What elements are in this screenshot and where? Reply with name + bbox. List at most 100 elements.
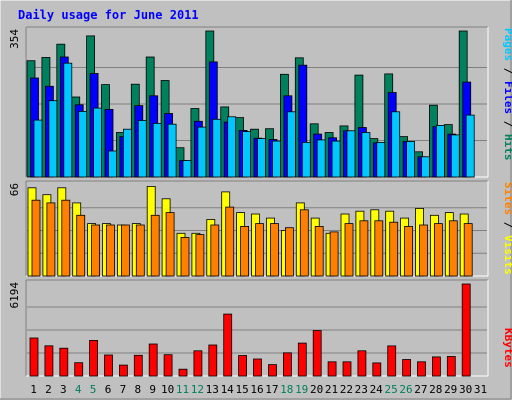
day-label-10: 10 [161, 383, 174, 396]
day-label-31: 31 [474, 383, 487, 396]
bar-sites-day-13 [210, 224, 220, 277]
bar-kbytes-day-16 [253, 358, 262, 377]
legend-panel2: Sites / Visits [502, 182, 512, 275]
legend-visits: Visits [502, 235, 512, 275]
day-label-1: 1 [30, 383, 37, 396]
bar-kbytes-day-2 [44, 345, 54, 377]
bar-pages-day-29 [450, 134, 460, 178]
bar-pages-day-8 [137, 120, 147, 178]
bar-pages-day-9 [152, 123, 162, 178]
panel-kbytes: 6194 [8, 279, 489, 377]
bar-sites-day-6 [106, 224, 115, 277]
bar-sites-day-25 [389, 221, 399, 277]
panel-max-label: 66 [8, 183, 21, 196]
legend-files: Files [502, 81, 512, 114]
right-legend-panel1: Pages / Files / Hits [502, 28, 512, 161]
day-label-26: 26 [399, 383, 412, 396]
legend-kbytes: KBytes [502, 328, 512, 368]
day-label-14: 14 [221, 383, 235, 396]
bar-sites-day-15 [240, 225, 250, 277]
bar-pages-day-6 [108, 150, 117, 178]
bar-kbytes-day-1 [29, 337, 39, 377]
day-label-9: 9 [149, 383, 156, 396]
bar-sites-day-17 [270, 223, 279, 277]
bar-pages-day-19 [301, 141, 311, 178]
day-label-23: 23 [355, 383, 368, 396]
bar-pages-day-1 [33, 119, 43, 178]
bar-pages-day-22 [346, 130, 356, 178]
bar-sites-day-29 [448, 220, 458, 277]
bar-kbytes-day-22 [342, 361, 352, 377]
bar-kbytes-day-18 [282, 352, 292, 377]
panel-hits-files-pages: 354 [8, 26, 489, 178]
bar-pages-day-16 [257, 138, 266, 178]
bar-pages-day-12 [197, 126, 207, 178]
bar-kbytes-day-27 [417, 361, 426, 377]
day-label-21: 21 [325, 383, 338, 396]
day-label-28: 28 [429, 383, 442, 396]
legend-hits: Hits [502, 134, 512, 161]
bar-sites-day-30 [463, 223, 473, 277]
bar-pages-day-14 [227, 116, 237, 178]
bar-pages-day-4 [78, 111, 88, 178]
bar-sites-day-12 [195, 234, 205, 277]
bar-sites-day-18 [284, 227, 294, 277]
bar-kbytes-day-8 [133, 354, 143, 377]
bar-sites-day-2 [46, 202, 56, 277]
bar-pages-day-15 [242, 131, 252, 178]
day-label-15: 15 [235, 383, 248, 396]
legend-panel1: Pages / Files / Hits [502, 28, 512, 161]
bar-pages-day-30 [465, 114, 475, 178]
bar-kbytes-day-10 [163, 354, 173, 377]
day-label-6: 6 [105, 383, 112, 396]
bar-pages-day-13 [212, 118, 222, 178]
bar-sites-day-28 [433, 223, 443, 277]
bar-pages-day-27 [421, 156, 430, 178]
day-label-8: 8 [134, 383, 141, 396]
bar-sites-day-9 [150, 214, 160, 277]
bar-sites-day-19 [299, 209, 309, 277]
bar-sites-day-14 [225, 206, 235, 277]
panel-max-label: 354 [8, 29, 21, 49]
bar-sites-day-21 [329, 231, 339, 277]
bar-pages-day-17 [272, 140, 281, 178]
bar-sites-day-4 [76, 214, 86, 277]
bar-sites-day-27 [419, 224, 428, 277]
bar-sites-day-20 [314, 225, 324, 277]
bar-pages-day-2 [48, 100, 58, 178]
legend-sep-2: / [502, 114, 512, 134]
day-label-27: 27 [414, 383, 427, 396]
day-label-18: 18 [280, 383, 293, 396]
day-label-5: 5 [90, 383, 97, 396]
chart-panels: 354 66 6194 [8, 26, 489, 377]
bar-sites-day-24 [374, 220, 384, 277]
bar-sites-day-8 [135, 224, 145, 277]
day-label-12: 12 [191, 383, 204, 396]
bar-sites-day-7 [121, 224, 130, 277]
legend-panel3: KBytes [502, 328, 512, 368]
day-label-30: 30 [459, 383, 472, 396]
bar-pages-day-23 [361, 132, 371, 178]
bar-sites-day-3 [61, 199, 71, 277]
day-label-13: 13 [206, 383, 219, 396]
bar-sites-day-5 [91, 224, 100, 277]
legend-sep-1: / [502, 61, 512, 81]
bar-sites-day-23 [359, 220, 369, 277]
bar-kbytes-day-19 [297, 342, 307, 377]
bar-pages-day-10 [167, 123, 177, 178]
day-label-22: 22 [340, 383, 353, 396]
bar-pages-day-20 [316, 139, 326, 178]
bar-kbytes-day-12 [193, 350, 203, 377]
bar-kbytes-day-21 [327, 361, 337, 377]
bar-pages-day-21 [331, 140, 341, 178]
bar-kbytes-day-26 [402, 359, 412, 377]
day-label-19: 19 [295, 383, 308, 396]
legend-sep-3: / [502, 215, 512, 235]
bar-kbytes-day-25 [387, 345, 397, 377]
day-label-20: 20 [310, 383, 323, 396]
bar-kbytes-day-4 [74, 362, 84, 377]
bar-pages-day-24 [376, 141, 386, 178]
bar-kbytes-day-3 [59, 347, 69, 377]
bar-pages-day-5 [93, 107, 102, 178]
